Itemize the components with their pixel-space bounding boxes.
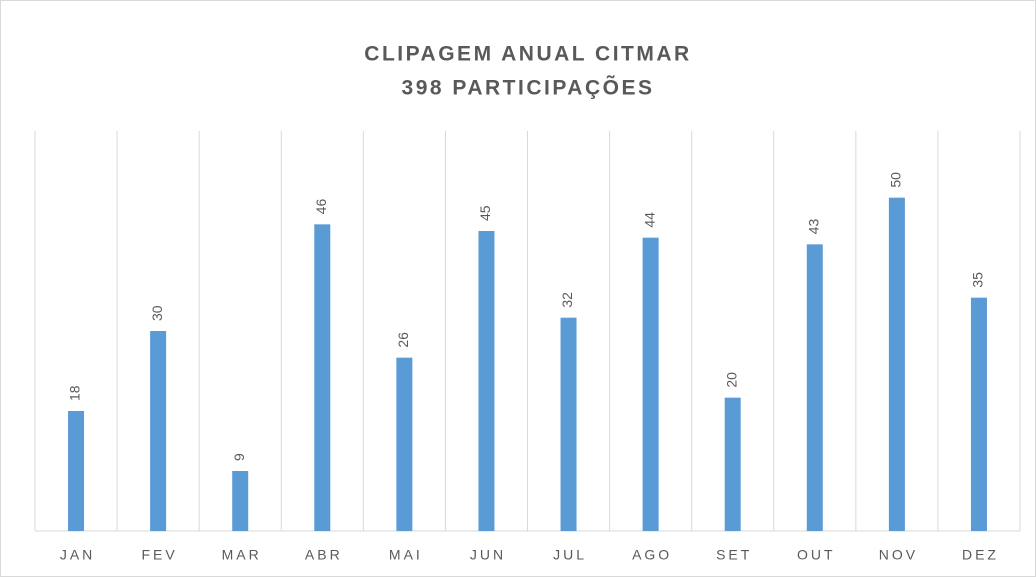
bar — [150, 331, 167, 531]
x-tick-label: JUN — [470, 547, 506, 563]
x-tick-label: ABR — [305, 547, 343, 563]
chart-subtitle: 398 PARTICIPAÇÕES — [402, 76, 655, 100]
bar — [314, 224, 331, 532]
bar — [888, 197, 905, 531]
bar — [478, 231, 495, 531]
x-tick-label: OUT — [797, 547, 836, 563]
bar — [806, 244, 823, 532]
data-label: 46 — [313, 199, 329, 215]
bar — [232, 471, 249, 531]
x-tick-label: NOV — [879, 547, 918, 563]
bar — [396, 357, 413, 531]
data-label: 20 — [723, 372, 739, 388]
bar — [560, 317, 577, 531]
data-label: 50 — [888, 172, 904, 188]
bar — [724, 397, 741, 531]
data-label: 26 — [395, 332, 411, 348]
chart-title: CLIPAGEM ANUAL CITMAR — [364, 43, 691, 66]
x-tick-label: SET — [716, 547, 752, 563]
data-label: 30 — [149, 305, 165, 321]
bar — [970, 297, 987, 531]
x-tick-label: JUL — [553, 547, 587, 563]
x-tick-label: MAR — [222, 547, 262, 563]
bar — [68, 411, 85, 531]
bar — [642, 237, 659, 531]
x-tick-label: FEV — [142, 547, 178, 563]
x-tick-label: AGO — [632, 547, 672, 563]
data-label: 32 — [559, 292, 575, 308]
x-tick-label: JAN — [60, 547, 95, 563]
x-tick-label: DEZ — [962, 547, 999, 563]
data-label: 43 — [805, 219, 821, 235]
data-label: 18 — [67, 385, 83, 401]
data-label: 35 — [970, 272, 986, 288]
x-tick-label: MAI — [389, 547, 423, 563]
data-label: 9 — [231, 453, 247, 461]
data-label: 44 — [641, 212, 657, 228]
data-label: 45 — [477, 205, 493, 221]
